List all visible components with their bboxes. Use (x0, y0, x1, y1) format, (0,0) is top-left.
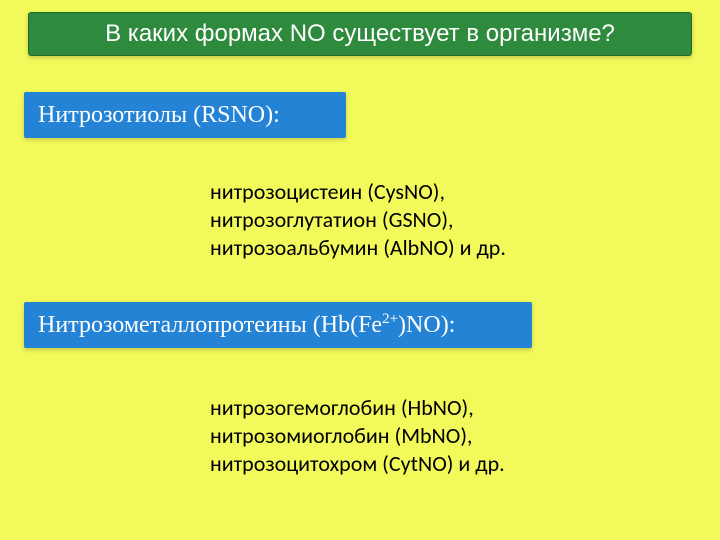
section2-line1: нитрозогемоглобин (HbNO), (210, 394, 474, 421)
section2-line2: нитрозомиоглобин (MbNO), (210, 422, 473, 449)
slide-title-text: В каких формах NO существует в организме… (105, 20, 615, 48)
section1-body: нитрозоцистеин (CysNO), нитрозоглутатион… (210, 178, 680, 262)
slide-title-bar: В каких формах NO существует в организме… (28, 12, 692, 56)
section2-heading-pre: Нитрозометаллопротеины (Hb(Fe (38, 312, 382, 338)
section2-heading-sup: 2+ (382, 311, 398, 327)
section1-line3: нитрозоальбумин (AlbNO) и др. (210, 234, 506, 261)
section2-heading-bar: Нитрозометаллопротеины (Hb(Fe2+)NO): (24, 302, 532, 348)
section2-line3: нитрозоцитохром (CytNO) и др. (210, 450, 505, 477)
section2-heading-text: Нитрозометаллопротеины (Hb(Fe2+)NO): (38, 311, 455, 339)
section1-line2: нитрозоглутатион (GSNO), (210, 206, 453, 233)
section2-heading-post: )NO): (398, 312, 455, 338)
section1-heading-text: Нитрозотиолы (RSNO): (38, 102, 280, 129)
section1-line1: нитрозоцистеин (CysNO), (210, 178, 445, 205)
section2-body: нитрозогемоглобин (HbNO), нитрозомиоглоб… (210, 394, 680, 478)
section1-heading-bar: Нитрозотиолы (RSNO): (24, 92, 346, 138)
